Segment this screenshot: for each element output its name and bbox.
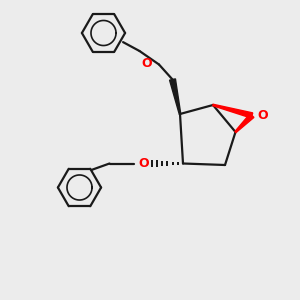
Polygon shape xyxy=(169,79,181,114)
Text: O: O xyxy=(142,56,152,70)
Text: O: O xyxy=(257,109,268,122)
Polygon shape xyxy=(213,104,253,118)
Text: O: O xyxy=(139,157,149,170)
Polygon shape xyxy=(235,114,254,133)
